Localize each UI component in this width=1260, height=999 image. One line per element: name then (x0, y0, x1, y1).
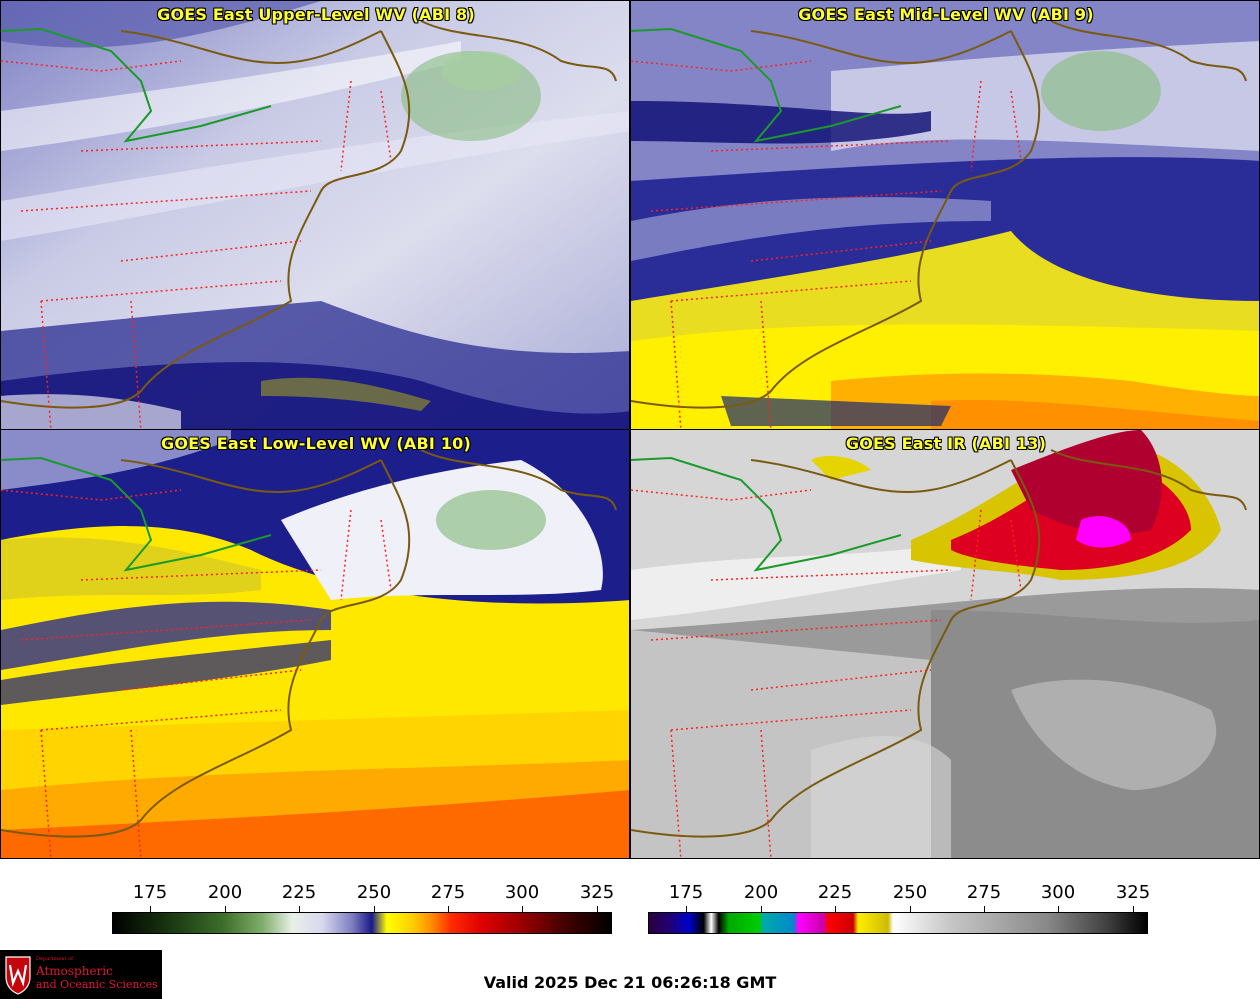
mid-level-wv-image (631, 1, 1259, 429)
tick-mark (448, 906, 449, 912)
panel-title: GOES East Low-Level WV (ABI 10) (160, 434, 471, 453)
tick-mark (910, 906, 911, 912)
panel-title: GOES East Mid-Level WV (ABI 9) (798, 5, 1094, 24)
upper-level-wv-image (1, 1, 629, 429)
tick-mark (761, 906, 762, 912)
logo-line-2: and Oceanic Sciences (36, 978, 158, 991)
logo-line-1: Atmospheric (36, 964, 113, 978)
low-level-wv-image (1, 430, 629, 858)
panel-mid-level-wv: GOES East Mid-Level WV (ABI 9) (630, 0, 1260, 430)
panel-title: GOES East IR (ABI 13) (845, 434, 1047, 453)
panel-ir: GOES East IR (ABI 13) (630, 429, 1260, 859)
tick-mark (299, 906, 300, 912)
tick-mark (1133, 906, 1134, 912)
tick-label: 225 (817, 882, 853, 903)
tick-mark (835, 906, 836, 912)
aos-logo: Department of Atmospheric and Oceanic Sc… (0, 950, 162, 999)
panel-title: GOES East Upper-Level WV (ABI 8) (157, 5, 475, 24)
tick-label: 300 (504, 882, 540, 903)
tick-label: 275 (430, 882, 466, 903)
infrared-colorbar: 175 200 225 250 275 300 325 (648, 878, 1151, 938)
tick-mark (1058, 906, 1059, 912)
logo-department-text: Department of (36, 956, 73, 962)
tick-mark (374, 906, 375, 912)
infrared-gradient (648, 912, 1148, 934)
panel-low-level-wv: GOES East Low-Level WV (ABI 10) (0, 429, 630, 859)
tick-mark (984, 906, 985, 912)
ir-image (631, 430, 1259, 858)
tick-mark (150, 906, 151, 912)
tick-label: 225 (281, 882, 317, 903)
tick-label: 175 (668, 882, 704, 903)
tick-label: 275 (966, 882, 1002, 903)
panel-upper-level-wv: GOES East Upper-Level WV (ABI 8) (0, 0, 630, 430)
tick-mark (522, 906, 523, 912)
water-vapor-colorbar: 175 200 225 250 275 300 325 (112, 878, 615, 938)
tick-label: 250 (892, 882, 928, 903)
tick-label: 325 (1115, 882, 1151, 903)
tick-mark (686, 906, 687, 912)
tick-mark (225, 906, 226, 912)
water-vapor-gradient (112, 912, 612, 934)
tick-label: 175 (132, 882, 168, 903)
tick-label: 300 (1040, 882, 1076, 903)
tick-label: 200 (743, 882, 779, 903)
tick-mark (597, 906, 598, 912)
colorbar-ticks: 175 200 225 250 275 300 325 (112, 878, 615, 912)
tick-label: 250 (356, 882, 392, 903)
uw-crest-icon (5, 956, 31, 995)
valid-time: Valid 2025 Dec 21 06:26:18 GMT (483, 973, 777, 992)
tick-label: 200 (207, 882, 243, 903)
tick-label: 325 (579, 882, 615, 903)
colorbar-ticks: 175 200 225 250 275 300 325 (648, 878, 1151, 912)
